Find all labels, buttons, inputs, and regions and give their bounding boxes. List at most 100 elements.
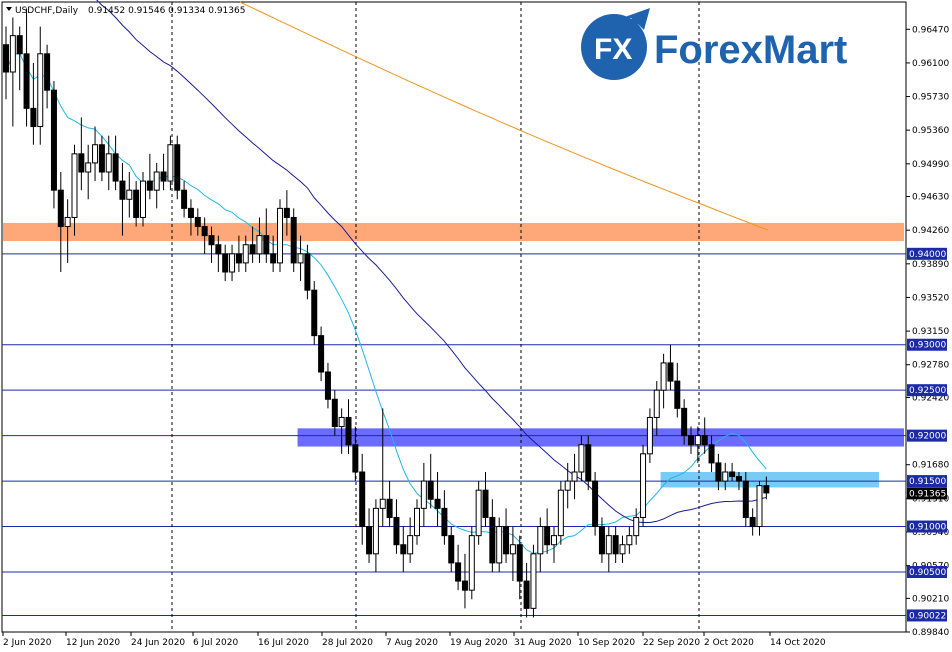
candle [366, 508, 373, 563]
candle [372, 499, 379, 572]
x-tick-label: 2 Oct 2020 [704, 638, 754, 648]
candle [564, 462, 571, 509]
candle [756, 481, 763, 536]
candle-body [105, 153, 112, 173]
candle [674, 362, 681, 418]
candle-body [249, 244, 256, 255]
candle-body [509, 544, 516, 555]
y-tick-label: 0.91680 [912, 461, 949, 471]
candle [475, 481, 482, 545]
candle [516, 535, 523, 600]
level-label-box [907, 566, 947, 578]
candle [194, 208, 201, 236]
candle [715, 453, 722, 491]
candle-body [646, 416, 653, 455]
candle-body [126, 189, 133, 200]
y-tick-label: 0.96100 [912, 59, 949, 69]
candle [489, 499, 496, 572]
candle-body [763, 485, 770, 494]
level-label-box [907, 338, 947, 351]
candle-body [242, 244, 249, 264]
candle-body [112, 153, 119, 182]
candle [496, 517, 503, 572]
candle-body [235, 253, 242, 264]
candle-body [537, 526, 544, 555]
level-label: 0.90022 [909, 611, 946, 621]
candle [3, 26, 9, 100]
candle [598, 517, 605, 563]
candle [352, 426, 359, 482]
candle [249, 226, 256, 263]
candle [482, 472, 489, 527]
candle [229, 244, 236, 282]
x-tick-label: 12 Jun 2020 [66, 638, 120, 648]
candle [277, 199, 283, 272]
x-tick-label: 28 Jul 2020 [322, 638, 373, 648]
candle [448, 526, 455, 572]
candle-body [633, 516, 640, 537]
candle [174, 135, 181, 200]
x-tick-label: 2 Jun 2020 [3, 638, 52, 648]
candle [318, 326, 325, 382]
candle [633, 508, 640, 545]
logo-arrow-icon [612, 8, 650, 44]
candle-body [729, 471, 736, 478]
candle-body [215, 244, 222, 255]
blue-zone [297, 428, 904, 447]
candle [57, 172, 64, 272]
candle-body [626, 535, 633, 546]
ohlc-readout: 0.91452 0.91546 0.91334 0.91365 [88, 6, 245, 16]
candle [722, 462, 729, 491]
candle [105, 135, 112, 191]
y-tick-label: 0.94260 [912, 226, 949, 236]
y-tick-label: 0.96470 [912, 25, 949, 35]
symbol-label: USDCHF,Daily [15, 6, 79, 16]
candle-body [742, 480, 749, 518]
y-tick-label: 0.94990 [912, 160, 949, 170]
candle-body [434, 498, 441, 509]
candle [626, 526, 633, 554]
candle-body [338, 416, 345, 428]
candle-body [78, 153, 85, 173]
candle-body [297, 253, 304, 264]
candle [290, 208, 297, 272]
x-tick-label: 16 Jul 2020 [258, 638, 309, 648]
x-tick-label: 31 Aug 2020 [514, 638, 572, 648]
candle [37, 26, 44, 145]
candle-body [667, 362, 674, 382]
candle [16, 26, 23, 91]
y-tick-label: 0.89840 [912, 628, 949, 638]
candle-body [386, 498, 393, 518]
candle [167, 135, 174, 191]
candle-body [194, 216, 201, 228]
candle-body [304, 253, 311, 291]
candle [551, 526, 557, 563]
moving-averages [5, 0, 769, 554]
candle [181, 181, 188, 218]
candle-body [345, 416, 352, 446]
candle-body [585, 444, 592, 482]
candle [681, 399, 688, 445]
candle-body [290, 216, 297, 264]
candle-body [694, 435, 701, 446]
candle [85, 144, 92, 200]
candle-body [181, 189, 188, 209]
level-label-box [907, 609, 947, 622]
candle-body [160, 171, 167, 182]
candle-body [92, 144, 99, 164]
candle [585, 435, 592, 491]
candle-body [379, 498, 386, 509]
candle-body [448, 535, 455, 564]
y-tick-label: 0.93520 [912, 293, 949, 303]
candle-body [708, 444, 715, 464]
candle [708, 435, 715, 472]
candle-body [681, 407, 688, 437]
candle-body [167, 144, 174, 182]
candle-body [592, 480, 599, 528]
candle-body [256, 235, 263, 255]
candle-body [133, 189, 140, 218]
candle [160, 153, 167, 191]
dropdown-triangle-icon[interactable] [6, 7, 12, 11]
candle [557, 481, 564, 545]
y-tick-label: 0.93150 [912, 327, 949, 337]
